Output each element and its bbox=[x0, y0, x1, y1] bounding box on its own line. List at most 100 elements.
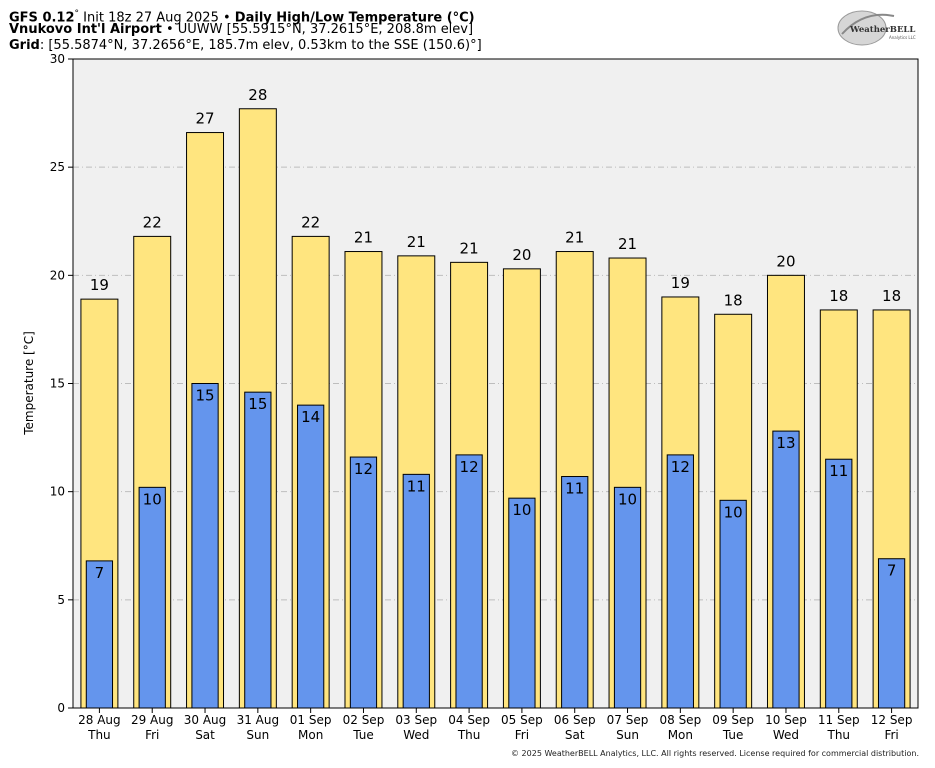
low-value-label: 10 bbox=[618, 490, 637, 508]
x-tick-date: 01 Sep bbox=[290, 713, 332, 727]
x-tick-weekday: Fri bbox=[515, 728, 529, 742]
low-value-label: 12 bbox=[460, 458, 479, 476]
low-bar bbox=[772, 430, 800, 709]
x-tick-date: 08 Sep bbox=[659, 713, 701, 727]
x-tick-weekday: Thu bbox=[827, 728, 851, 742]
x-tick-date: 31 Aug bbox=[237, 713, 280, 727]
low-value-label: 7 bbox=[887, 562, 897, 580]
x-tick-weekday: Sun bbox=[246, 728, 269, 742]
grid-info: : [55.5874°N, 37.2656°E, 185.7m elev, 0.… bbox=[39, 38, 482, 53]
x-tick-weekday: Wed bbox=[773, 728, 799, 742]
low-bar bbox=[455, 454, 483, 709]
bars: 19 7 22 10 27 15 28 15 22 14 21 12 21 11 21 12 20 10 21 11 2… bbox=[80, 86, 911, 709]
y-tick-label-5: 5 bbox=[57, 593, 65, 607]
high-value-label: 19 bbox=[90, 276, 109, 294]
low-value-label: 14 bbox=[301, 408, 320, 426]
x-tick-date: 28 Aug bbox=[78, 713, 121, 727]
x-tick-weekday: Fri bbox=[145, 728, 159, 742]
copyright-footer: © 2025 WeatherBELL Analytics, LLC. All r… bbox=[511, 749, 919, 758]
y-axis-label: Temperature [°C] bbox=[22, 331, 36, 436]
y-tick-label-0: 0 bbox=[57, 701, 65, 715]
high-value-label: 18 bbox=[829, 287, 848, 305]
low-bar bbox=[297, 404, 325, 709]
x-tick-date: 03 Sep bbox=[395, 713, 437, 727]
high-value-label: 21 bbox=[354, 229, 373, 247]
station-name: Vnukovo Int'l Airport bbox=[9, 22, 162, 37]
low-bar bbox=[561, 476, 589, 709]
logo-text: WeatherBELL bbox=[849, 25, 915, 35]
chart-title-line1: GFS 0.12° Init 18z 27 Aug 2025 • Daily H… bbox=[9, 6, 475, 26]
degree-mark: ° bbox=[74, 9, 80, 19]
x-tick-weekday: Thu bbox=[457, 728, 481, 742]
y-tick-label-10: 10 bbox=[50, 485, 65, 499]
x-tick-date: 09 Sep bbox=[712, 713, 754, 727]
high-value-label: 21 bbox=[565, 229, 584, 247]
x-tick-weekday: Thu bbox=[87, 728, 111, 742]
x-tick-date: 06 Sep bbox=[554, 713, 596, 727]
low-bar bbox=[877, 558, 906, 709]
high-value-label: 21 bbox=[618, 235, 637, 253]
high-value-label: 27 bbox=[195, 110, 214, 128]
low-value-label: 15 bbox=[248, 395, 267, 413]
low-bar bbox=[613, 486, 642, 709]
y-tick-label-30: 30 bbox=[50, 52, 65, 66]
high-value-label: 22 bbox=[143, 213, 162, 231]
low-bar bbox=[244, 391, 272, 709]
x-tick-weekday: Sun bbox=[616, 728, 639, 742]
high-value-label: 18 bbox=[724, 291, 743, 309]
low-bar bbox=[666, 454, 694, 709]
low-bar bbox=[402, 473, 430, 709]
logo-subtext: Analytics LLC bbox=[889, 35, 916, 40]
x-tick-weekday: Sat bbox=[565, 728, 585, 742]
high-value-label: 19 bbox=[671, 274, 690, 292]
init-time: Init 18z 27 Aug 2025 bbox=[83, 10, 219, 26]
y-tick-label-20: 20 bbox=[50, 268, 65, 282]
high-value-label: 22 bbox=[301, 213, 320, 231]
high-value-label: 18 bbox=[882, 287, 901, 305]
y-tick-label-15: 15 bbox=[50, 377, 65, 391]
x-tick-date: 30 Aug bbox=[184, 713, 227, 727]
weatherbell-logo: WeatherBELL Analytics LLC bbox=[834, 8, 920, 48]
low-bar bbox=[825, 458, 853, 709]
high-value-label: 21 bbox=[460, 239, 479, 257]
low-value-label: 13 bbox=[776, 434, 795, 452]
x-tick-weekday: Tue bbox=[722, 728, 744, 742]
low-value-label: 11 bbox=[407, 477, 426, 495]
low-bar bbox=[719, 499, 747, 709]
x-tick-date: 29 Aug bbox=[131, 713, 174, 727]
low-value-label: 10 bbox=[512, 501, 531, 519]
low-value-label: 15 bbox=[195, 387, 214, 405]
x-tick-weekday: Fri bbox=[884, 728, 898, 742]
x-tick-date: 10 Sep bbox=[765, 713, 807, 727]
low-bar bbox=[349, 456, 378, 709]
high-value-label: 20 bbox=[776, 252, 795, 270]
low-value-label: 7 bbox=[95, 564, 105, 582]
chart-title-line2: Vnukovo Int'l Airport • UUWW [55.5915°N,… bbox=[9, 22, 473, 38]
low-value-label: 10 bbox=[724, 503, 743, 521]
low-bar bbox=[85, 560, 114, 709]
low-value-label: 11 bbox=[829, 462, 848, 480]
low-value-label: 10 bbox=[143, 490, 162, 508]
x-tick-weekday: Tue bbox=[352, 728, 374, 742]
low-value-label: 11 bbox=[565, 480, 584, 498]
high-value-label: 28 bbox=[248, 86, 267, 104]
low-value-label: 12 bbox=[354, 460, 373, 478]
x-tick-date: 02 Sep bbox=[343, 713, 385, 727]
low-bar bbox=[191, 383, 219, 709]
product-name: Daily High/Low Temperature (°C) bbox=[234, 10, 475, 26]
low-value-label: 12 bbox=[671, 458, 690, 476]
model-name: GFS 0.12 bbox=[9, 10, 75, 26]
grid-label: Grid bbox=[9, 38, 40, 53]
x-tick-date: 12 Sep bbox=[871, 713, 913, 727]
bullet-separator: • bbox=[222, 10, 231, 26]
x-tick-weekday: Wed bbox=[403, 728, 429, 742]
x-tick-weekday: Mon bbox=[298, 728, 323, 742]
x-tick-date: 04 Sep bbox=[448, 713, 490, 727]
x-tick-weekday: Sat bbox=[195, 728, 215, 742]
bullet-separator-2: • bbox=[165, 22, 174, 37]
low-bar bbox=[138, 486, 166, 709]
x-tick-date: 05 Sep bbox=[501, 713, 543, 727]
y-tick-label-25: 25 bbox=[50, 160, 65, 174]
